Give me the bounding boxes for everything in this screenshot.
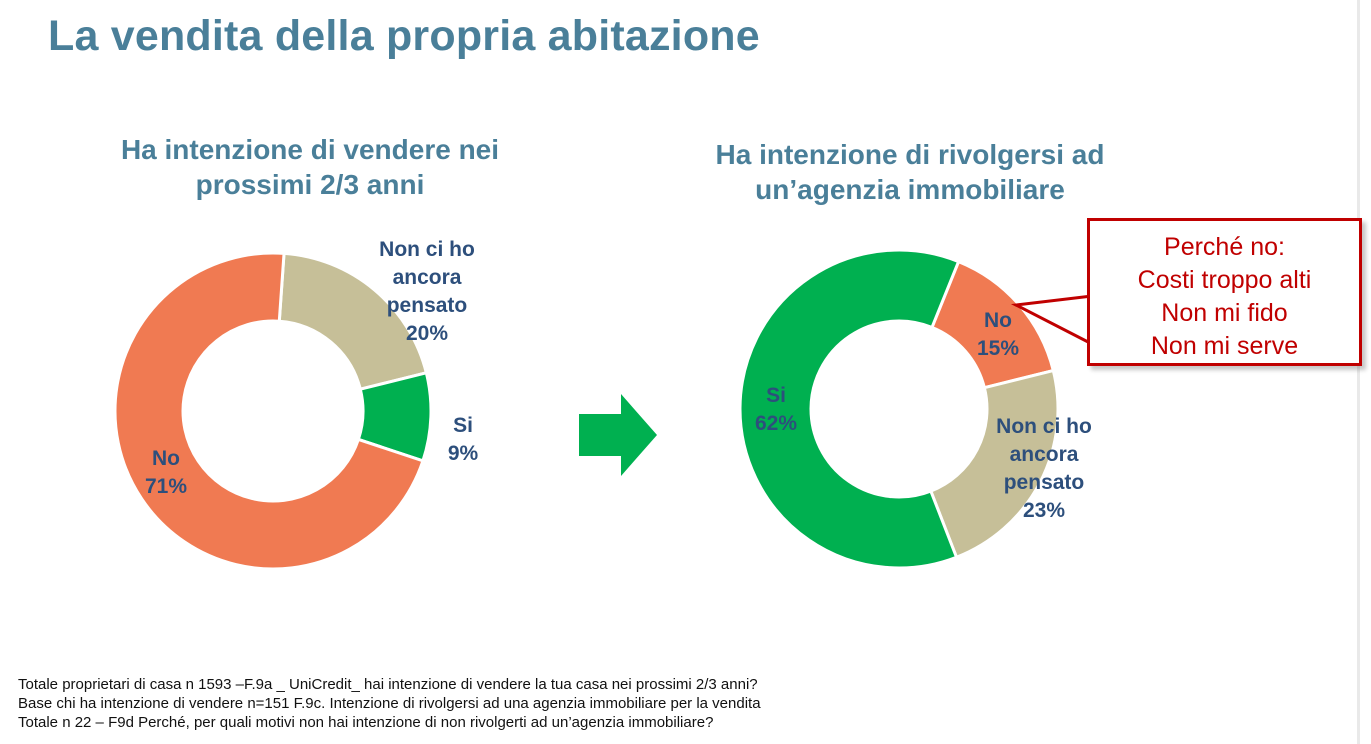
chart-title-line: prossimi 2/3 anni — [195, 169, 425, 200]
donut-slice — [928, 368, 1060, 560]
slice-label: No 15% — [977, 309, 1019, 360]
slice-name-label: pensato — [1004, 471, 1085, 494]
slice-name-label: Si — [766, 384, 786, 407]
footnote-line: Totale proprietari di casa n 1593 –F.9a … — [18, 676, 758, 693]
slide-edge-line — [1357, 0, 1360, 744]
slice-value-label: 20% — [406, 322, 448, 345]
slice-value-label: 23% — [1023, 499, 1065, 522]
callout-line: Non mi serve — [1150, 332, 1299, 360]
slice-label: No 71% — [145, 447, 187, 498]
slice-value-label: 9% — [448, 442, 479, 465]
footnotes: Totale proprietari di casa n 1593 –F.9a … — [18, 675, 761, 732]
slice-name-label: ancora — [393, 266, 462, 289]
slice-value-label: 62% — [755, 412, 797, 435]
slice-name-label: ancora — [1010, 443, 1079, 466]
chart-title-sale-intention: Ha intenzione di vendere nei prossimi 2/… — [60, 132, 560, 202]
slice-label: Non ci ho ancora pensato 23% — [996, 415, 1092, 522]
chart-title-line: un’agenzia immobiliare — [755, 174, 1065, 205]
slice-name-label: Non ci ho — [379, 238, 475, 261]
donut-slice — [738, 248, 961, 570]
footnote-line: Base chi ha intenzione di vendere n=151 … — [18, 695, 761, 712]
slice-name-label: pensato — [387, 294, 468, 317]
reasons-callout: Perché no: Costi troppo alti Non mi fido… — [1087, 218, 1362, 366]
slice-value-label: 71% — [145, 475, 187, 498]
footnote-line: Totale n 22 – F9d Perché, per quali moti… — [18, 714, 714, 731]
chart-title-line: Ha intenzione di vendere nei — [120, 134, 500, 165]
donut-slice — [113, 251, 425, 571]
slice-name-label: No — [152, 447, 180, 470]
callout-line: Non mi fido — [1161, 299, 1288, 327]
chart-title-line: Ha intenzione di rivolgersi ad — [715, 139, 1105, 170]
slice-name-label: Non ci ho — [996, 415, 1092, 438]
slice-name-label: No — [984, 309, 1012, 332]
slice-label: Si 62% — [755, 384, 797, 435]
callout-line: Perché no: — [1164, 233, 1285, 261]
right-arrow-icon — [579, 394, 657, 476]
slice-name-label: Si — [453, 414, 473, 437]
callout-line: Costi troppo alti — [1137, 266, 1312, 294]
slice-label: Si 9% — [448, 414, 479, 465]
slice-value-label: 15% — [977, 337, 1019, 360]
page-title: La vendita della propria abitazione — [48, 12, 760, 60]
slice-label: Non ci ho ancora pensato 20% — [379, 238, 475, 345]
chart-title-agency-intention: Ha intenzione di rivolgersi ad un’agenzi… — [660, 137, 1160, 207]
